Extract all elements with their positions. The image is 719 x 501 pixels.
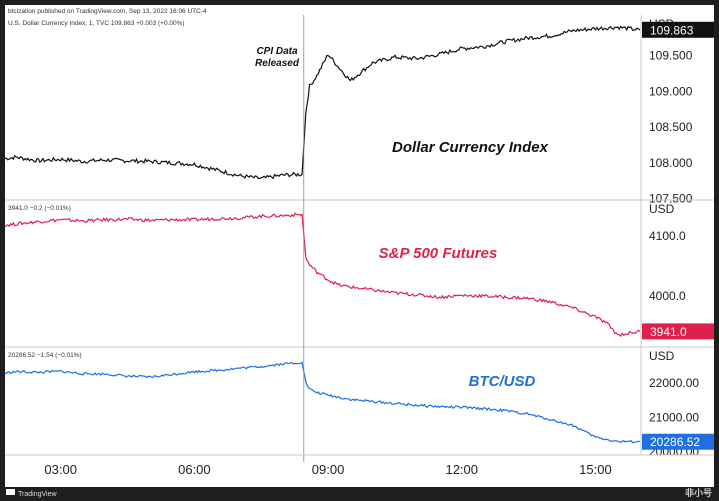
series-line bbox=[4, 25, 641, 180]
tradingview-logo-icon bbox=[6, 489, 15, 495]
last-value-label: 3941.0 bbox=[650, 325, 687, 339]
footer-brand: TradingView bbox=[18, 491, 57, 498]
y-axis-unit: USD bbox=[649, 349, 675, 363]
spx-panel: 4100.0 4000.0 USD 3941.0 3941.0 −0.2 (−0.01%… bbox=[4, 199, 714, 340]
x-tick-label: 06:00 bbox=[178, 462, 211, 477]
panel-title: S&P 500 Futures bbox=[379, 245, 498, 262]
series-legend: 20286.52 −1.54 (−0.01%) bbox=[8, 352, 82, 359]
y-tick-label: 109.500 bbox=[649, 49, 693, 63]
y-tick-label: 22000.00 bbox=[649, 376, 699, 390]
x-tick-label: 12:00 bbox=[445, 462, 478, 477]
y-tick-label: 107.500 bbox=[649, 192, 693, 206]
series-line bbox=[4, 212, 641, 338]
btc-panel: 22000.0021000.0020000.00USD20286.5220286… bbox=[4, 346, 714, 459]
y-tick-label: 108.500 bbox=[649, 120, 693, 134]
panel-title: Dollar Currency Index bbox=[392, 139, 549, 156]
series-legend: 3941.0 −0.2 (−0.01%) bbox=[8, 205, 71, 212]
y-tick-label: 4100.0 bbox=[649, 229, 686, 243]
x-tick-label: 03:00 bbox=[44, 462, 77, 477]
last-value-badge bbox=[642, 21, 714, 38]
y-tick-label: 21000.00 bbox=[649, 410, 699, 424]
last-value-label: 109.863 bbox=[650, 23, 694, 37]
dxy-panel: 109.500109.000108.500108.000107.500USD10… bbox=[4, 17, 714, 206]
chart-background bbox=[5, 5, 714, 487]
x-axis: 03:00 06:00 09:00 12:00 15:00 bbox=[5, 454, 714, 477]
x-tick-label: 15:00 bbox=[579, 462, 612, 477]
y-tick-label: 109.000 bbox=[649, 84, 693, 98]
last-value-badge bbox=[642, 433, 714, 450]
y-tick-label: 4000.0 bbox=[649, 289, 686, 303]
last-value-badge bbox=[642, 323, 714, 340]
cpi-annotation-line1: CPI Data bbox=[256, 46, 298, 57]
panel-title: BTC/USD bbox=[469, 373, 536, 390]
y-axis-unit: USD bbox=[649, 202, 675, 216]
y-tick-label: 108.000 bbox=[649, 156, 693, 170]
cpi-annotation-line2: Released bbox=[255, 58, 300, 69]
watermark: 非小号 bbox=[685, 487, 712, 498]
series-line bbox=[4, 361, 641, 444]
series-legend: U.S. Dollar Currency Index, 1, TVC 109.8… bbox=[8, 20, 185, 27]
x-tick-label: 09:00 bbox=[312, 462, 345, 477]
publisher-caption: btcization published on TradingView.com,… bbox=[8, 8, 207, 15]
last-value-label: 20286.52 bbox=[650, 435, 700, 449]
